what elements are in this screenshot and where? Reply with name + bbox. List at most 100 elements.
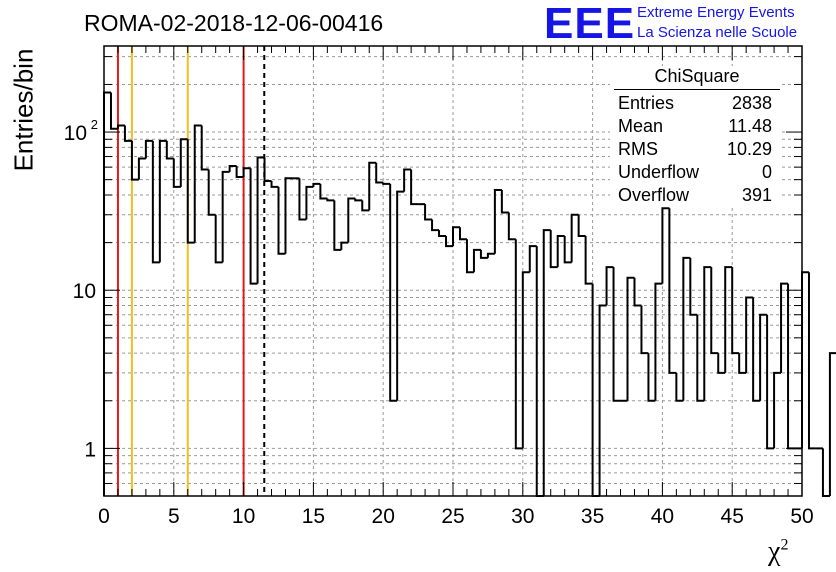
x-tick-label: 35: [581, 505, 604, 528]
y-axis-label: Entries/bin: [8, 48, 39, 172]
histogram-bar: [514, 239, 523, 450]
histogram-bar: [703, 266, 712, 401]
histogram-bar: [612, 267, 621, 402]
logo-line-1: Extreme Energy Events: [637, 4, 795, 21]
histogram-bar: [298, 178, 307, 221]
histogram-bar: [724, 266, 733, 373]
stats-value: 391: [741, 185, 772, 205]
histogram-bar: [828, 352, 836, 496]
histogram-bar: [584, 236, 593, 285]
histogram-bar: [521, 271, 530, 449]
histogram-bar: [598, 304, 607, 496]
histogram-bar: [647, 353, 656, 402]
histogram-bar: [738, 353, 747, 374]
grid-layer: [104, 46, 802, 497]
stats-label: Overflow: [618, 185, 690, 205]
histogram-bar: [500, 190, 509, 214]
histogram-bar: [326, 198, 335, 202]
histogram-bar: [103, 91, 111, 496]
stats-row-overflow: Overflow 391: [610, 184, 780, 207]
stats-row-rms: RMS 10.29: [610, 138, 780, 161]
stats-value: 2838: [731, 93, 772, 113]
stats-value: 10.29: [726, 139, 772, 159]
histogram-bar: [403, 168, 412, 192]
histogram-bar: [354, 198, 363, 202]
stats-label: Mean: [618, 116, 664, 136]
y-tick-label: 10: [64, 122, 87, 145]
histogram-bar: [472, 248, 481, 273]
stats-row-mean: Mean 11.48: [610, 115, 780, 138]
histogram-bar: [375, 162, 384, 184]
histogram-bar: [549, 230, 558, 269]
histogram-bar: [452, 226, 460, 247]
histogram-bar: [717, 353, 726, 374]
histogram-bar: [235, 166, 244, 178]
histogram-bar: [507, 212, 516, 241]
y-tick-label: 10: [73, 280, 96, 303]
x-tick-label: 30: [511, 505, 534, 528]
histogram-bar: [542, 229, 551, 496]
histogram-bar: [710, 267, 719, 355]
x-tick-label: 5: [168, 505, 180, 528]
histogram-bar: [773, 371, 782, 449]
y-tick-label-exponent: 2: [91, 117, 98, 132]
chart-title: ROMA-02-2018-12-06-00416: [84, 10, 384, 36]
stats-value: 0: [761, 162, 772, 182]
x-axis-label-text: χ: [768, 536, 781, 567]
histogram-bar: [368, 161, 377, 211]
logo-line-2: La Scienza nelle Scuole: [637, 24, 798, 41]
histogram-bar: [570, 213, 579, 263]
histogram-bar: [640, 305, 649, 355]
stats-row-entries: Entries 2838: [610, 92, 780, 115]
histogram-bar: [179, 138, 188, 187]
histogram-bar: [633, 277, 642, 307]
histogram-bar: [221, 170, 230, 263]
histogram-bar: [242, 167, 251, 177]
x-tick-label: 25: [441, 505, 464, 528]
histogram-bar: [256, 156, 265, 284]
histogram-bar: [207, 169, 216, 216]
stats-row-underflow: Underflow 0: [610, 161, 780, 184]
histogram-bar: [228, 165, 237, 172]
histogram-bar: [193, 124, 202, 243]
histogram-bar: [528, 245, 537, 273]
histogram-bar: [249, 168, 258, 285]
histogram-bar: [312, 182, 321, 187]
histogram-bar: [577, 214, 586, 238]
histogram-bar: [801, 271, 809, 449]
histogram-bar: [731, 267, 740, 355]
histogram-bar: [382, 182, 391, 185]
histogram-bar: [445, 236, 453, 248]
histogram-bar: [214, 214, 223, 264]
histogram-bar: [479, 249, 488, 259]
histogram-bar: [172, 158, 181, 188]
histogram-bar: [333, 200, 342, 251]
histogram-bar: [780, 282, 789, 373]
histogram-bar: [389, 183, 398, 402]
eee-logo: EEE: [544, 0, 636, 48]
histogram-bar: [410, 169, 419, 206]
histogram-bar: [605, 266, 614, 306]
histogram-bar: [277, 186, 286, 255]
histogram-bar: [263, 157, 272, 183]
histogram-bar: [116, 124, 125, 129]
stats-label: Entries: [618, 93, 675, 113]
histogram-bar: [458, 227, 467, 241]
histogram-bar: [787, 283, 796, 450]
histogram-bar: [109, 92, 118, 130]
histogram-bar: [493, 189, 502, 254]
histogram-bar: [535, 246, 544, 497]
histogram-bar: [563, 236, 572, 264]
x-tick-label: 20: [372, 505, 395, 528]
histogram-bar: [123, 125, 132, 142]
histogram-bar: [752, 297, 761, 402]
x-tick-label: 15: [302, 505, 325, 528]
histogram-bar: [759, 313, 768, 401]
x-tick-label: 50: [790, 505, 813, 528]
histogram-bar: [689, 257, 698, 316]
y-tick-label: 1: [84, 438, 96, 461]
histogram-bar: [424, 204, 433, 221]
histogram-bar: [284, 177, 293, 254]
histogram-bar: [158, 139, 167, 263]
